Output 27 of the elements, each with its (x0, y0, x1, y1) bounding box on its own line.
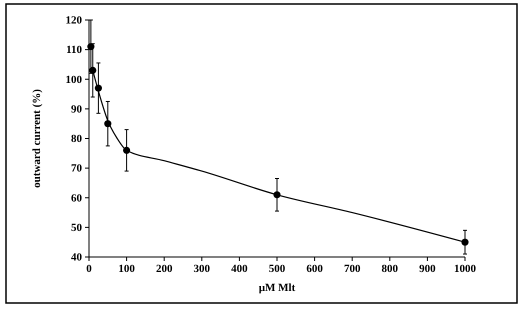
y-tick-label: 90 (71, 103, 82, 116)
point (94, 84, 102, 92)
point (104, 120, 112, 128)
x-tick-label: 200 (156, 262, 173, 275)
x-tick-label: 600 (306, 262, 324, 275)
point (461, 238, 469, 246)
x-axis-title: µM Mlt (258, 282, 296, 294)
x-tick-label: 1000 (454, 262, 476, 275)
x-tick-label: 900 (419, 262, 436, 275)
y-tick-label: 40 (71, 252, 82, 264)
x-tick-label: 800 (382, 262, 399, 275)
y-tick-label: 80 (71, 133, 82, 146)
x-tick-label: 500 (268, 262, 286, 275)
y-tick-label: 110 (66, 44, 82, 56)
y-tick-label: 120 (66, 14, 82, 27)
x-tick-label: 0 (86, 262, 92, 275)
y-tick-label: 60 (71, 192, 82, 204)
x-tick-label: 700 (344, 262, 361, 275)
y-axis-title: outward current (%) (31, 88, 43, 188)
y-tick-label: 70 (71, 162, 82, 175)
x-tick-label: 400 (231, 262, 248, 275)
x-tick-label: 300 (194, 262, 211, 275)
x-tick-label: 100 (118, 262, 136, 275)
point (273, 191, 281, 198)
y-tick-label: 50 (71, 222, 82, 234)
y-tick-label: 100 (66, 74, 82, 86)
point (123, 146, 130, 154)
